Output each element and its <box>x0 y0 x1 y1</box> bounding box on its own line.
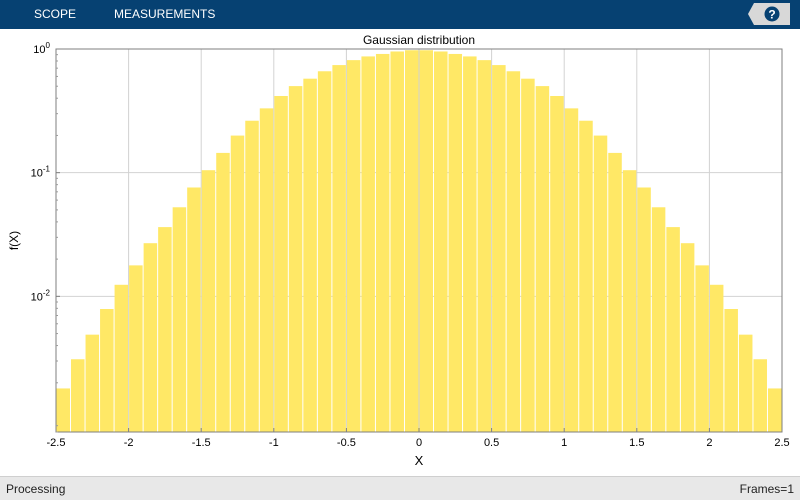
histogram-bar <box>680 243 695 432</box>
help-label: ? <box>768 8 775 22</box>
histogram-bar <box>738 334 753 432</box>
histogram-bar <box>317 71 332 432</box>
histogram-bar <box>71 359 85 432</box>
histogram-bar <box>274 95 288 433</box>
x-tick-label: -1.5 <box>192 437 211 449</box>
tab-measurements[interactable]: MEASUREMENTS <box>114 7 216 21</box>
histogram-bar <box>492 65 506 432</box>
histogram-bar <box>448 53 463 432</box>
histogram-bar <box>622 170 637 432</box>
histogram-bar <box>579 120 593 432</box>
help-icon <box>764 6 780 22</box>
x-tick-label: 0.5 <box>484 437 499 449</box>
histogram-bar <box>361 56 375 432</box>
chart-title: Gaussian distribution <box>363 33 475 47</box>
x-tick-label: -1 <box>269 437 279 449</box>
frames-counter: Frames=1 <box>739 482 794 496</box>
toolstrip: SCOPE MEASUREMENTS ? <box>0 0 800 29</box>
histogram-bar <box>158 227 172 432</box>
help-button[interactable]: ? <box>748 3 790 25</box>
tab-scope[interactable]: SCOPE <box>34 7 77 21</box>
bars <box>56 50 782 433</box>
histogram-bar <box>100 309 114 432</box>
x-tick-label: 1 <box>561 437 567 449</box>
y-tick-label: 100 <box>33 41 50 56</box>
x-tick-label: 1.5 <box>629 437 644 449</box>
x-tick-label: -2.5 <box>47 437 66 449</box>
histogram-bar <box>506 71 521 432</box>
x-axis-label: X <box>415 453 424 468</box>
histogram-bar <box>390 51 404 432</box>
status-bar: Processing Frames=1 <box>0 476 800 500</box>
histogram-bar <box>608 152 622 432</box>
histogram-bar <box>637 187 651 432</box>
histogram-bar <box>230 135 245 433</box>
histogram-bar <box>767 388 782 432</box>
y-axis-label: f(X) <box>7 231 21 250</box>
histogram-bar <box>550 95 564 433</box>
histogram-bar <box>259 108 274 433</box>
histogram-bar <box>114 284 129 432</box>
histogram-bar <box>695 265 709 432</box>
histogram-bar <box>303 78 317 432</box>
histogram-bar <box>201 170 216 432</box>
status-text: Processing <box>6 482 66 496</box>
histogram-bar <box>288 86 303 432</box>
x-tick-label: 2.5 <box>774 437 789 449</box>
scope-display: -2.5 -2 -1.5 -1 -0.5 0 0.5 1 1.5 2 2.5 100 10-1 10-2 … <box>0 29 800 476</box>
histogram-bar <box>332 65 346 432</box>
histogram-bar <box>187 187 201 432</box>
histogram-bar <box>346 60 361 432</box>
histogram-bar <box>172 207 187 432</box>
histogram-bar <box>651 207 666 432</box>
histogram-bar <box>143 243 158 432</box>
histogram-bar <box>404 50 419 432</box>
histogram-bar <box>593 135 608 433</box>
histogram-bar <box>56 388 71 432</box>
x-tick-label: -2 <box>124 437 134 449</box>
histogram-bar <box>375 53 390 432</box>
histogram-bar <box>245 120 259 432</box>
x-tick-label: -0.5 <box>337 437 356 449</box>
histogram-bar <box>419 50 434 432</box>
histogram-chart: -2.5 -2 -1.5 -1 -0.5 0 0.5 1 1.5 2 2.510010-110-2 … <box>7 33 790 468</box>
histogram-bar <box>521 78 535 432</box>
histogram-bar <box>709 284 724 432</box>
x-tick-label: 0 <box>416 437 422 449</box>
histogram-bar <box>463 56 477 432</box>
histogram-bar <box>477 60 492 432</box>
x-tick-label: 2 <box>706 437 712 449</box>
histogram-bar <box>85 334 100 432</box>
histogram-bar <box>724 309 738 432</box>
histogram-bar <box>129 265 143 432</box>
y-tick-label: 10-2 <box>31 288 51 303</box>
histogram-bar <box>666 227 680 432</box>
histogram-bar <box>535 86 550 432</box>
y-tick-label: 10-1 <box>31 165 51 180</box>
histogram-bar <box>564 108 579 433</box>
histogram-bar <box>216 152 230 432</box>
histogram-bar <box>753 359 767 432</box>
ticks: -2.5 -2 -1.5 -1 -0.5 0 0.5 1 1.5 2 2.5 100 10-1 10-2 <box>31 41 790 449</box>
histogram-bar <box>434 51 448 432</box>
